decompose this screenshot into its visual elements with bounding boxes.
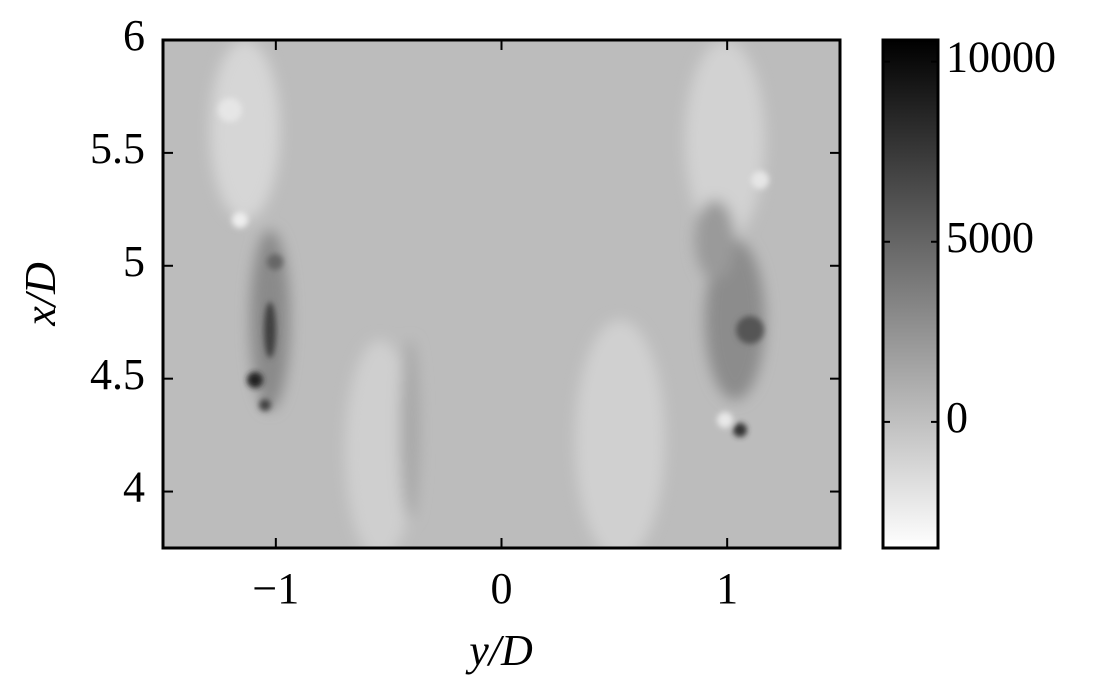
x-tick-label: 1: [716, 564, 738, 613]
y-tick-label: 5.5: [90, 124, 145, 173]
colorbar-tick-label: 0: [946, 393, 968, 442]
y-tick-label: 5: [123, 237, 145, 286]
y-tick-label: 6: [123, 11, 145, 60]
x-axis-label: y/D: [465, 626, 533, 675]
y-axis-label: x/D: [16, 262, 65, 327]
y-tick-label: 4.5: [90, 350, 145, 399]
colorbar-tick-label: 5000: [946, 213, 1034, 262]
heatmap-field: [163, 40, 840, 548]
x-tick-label: 0: [491, 564, 513, 613]
colorbar: [881, 38, 940, 550]
colorbar-tick-label: 10000: [946, 33, 1056, 82]
x-tick-label: −1: [252, 564, 299, 613]
y-tick-label: 4: [123, 463, 145, 512]
